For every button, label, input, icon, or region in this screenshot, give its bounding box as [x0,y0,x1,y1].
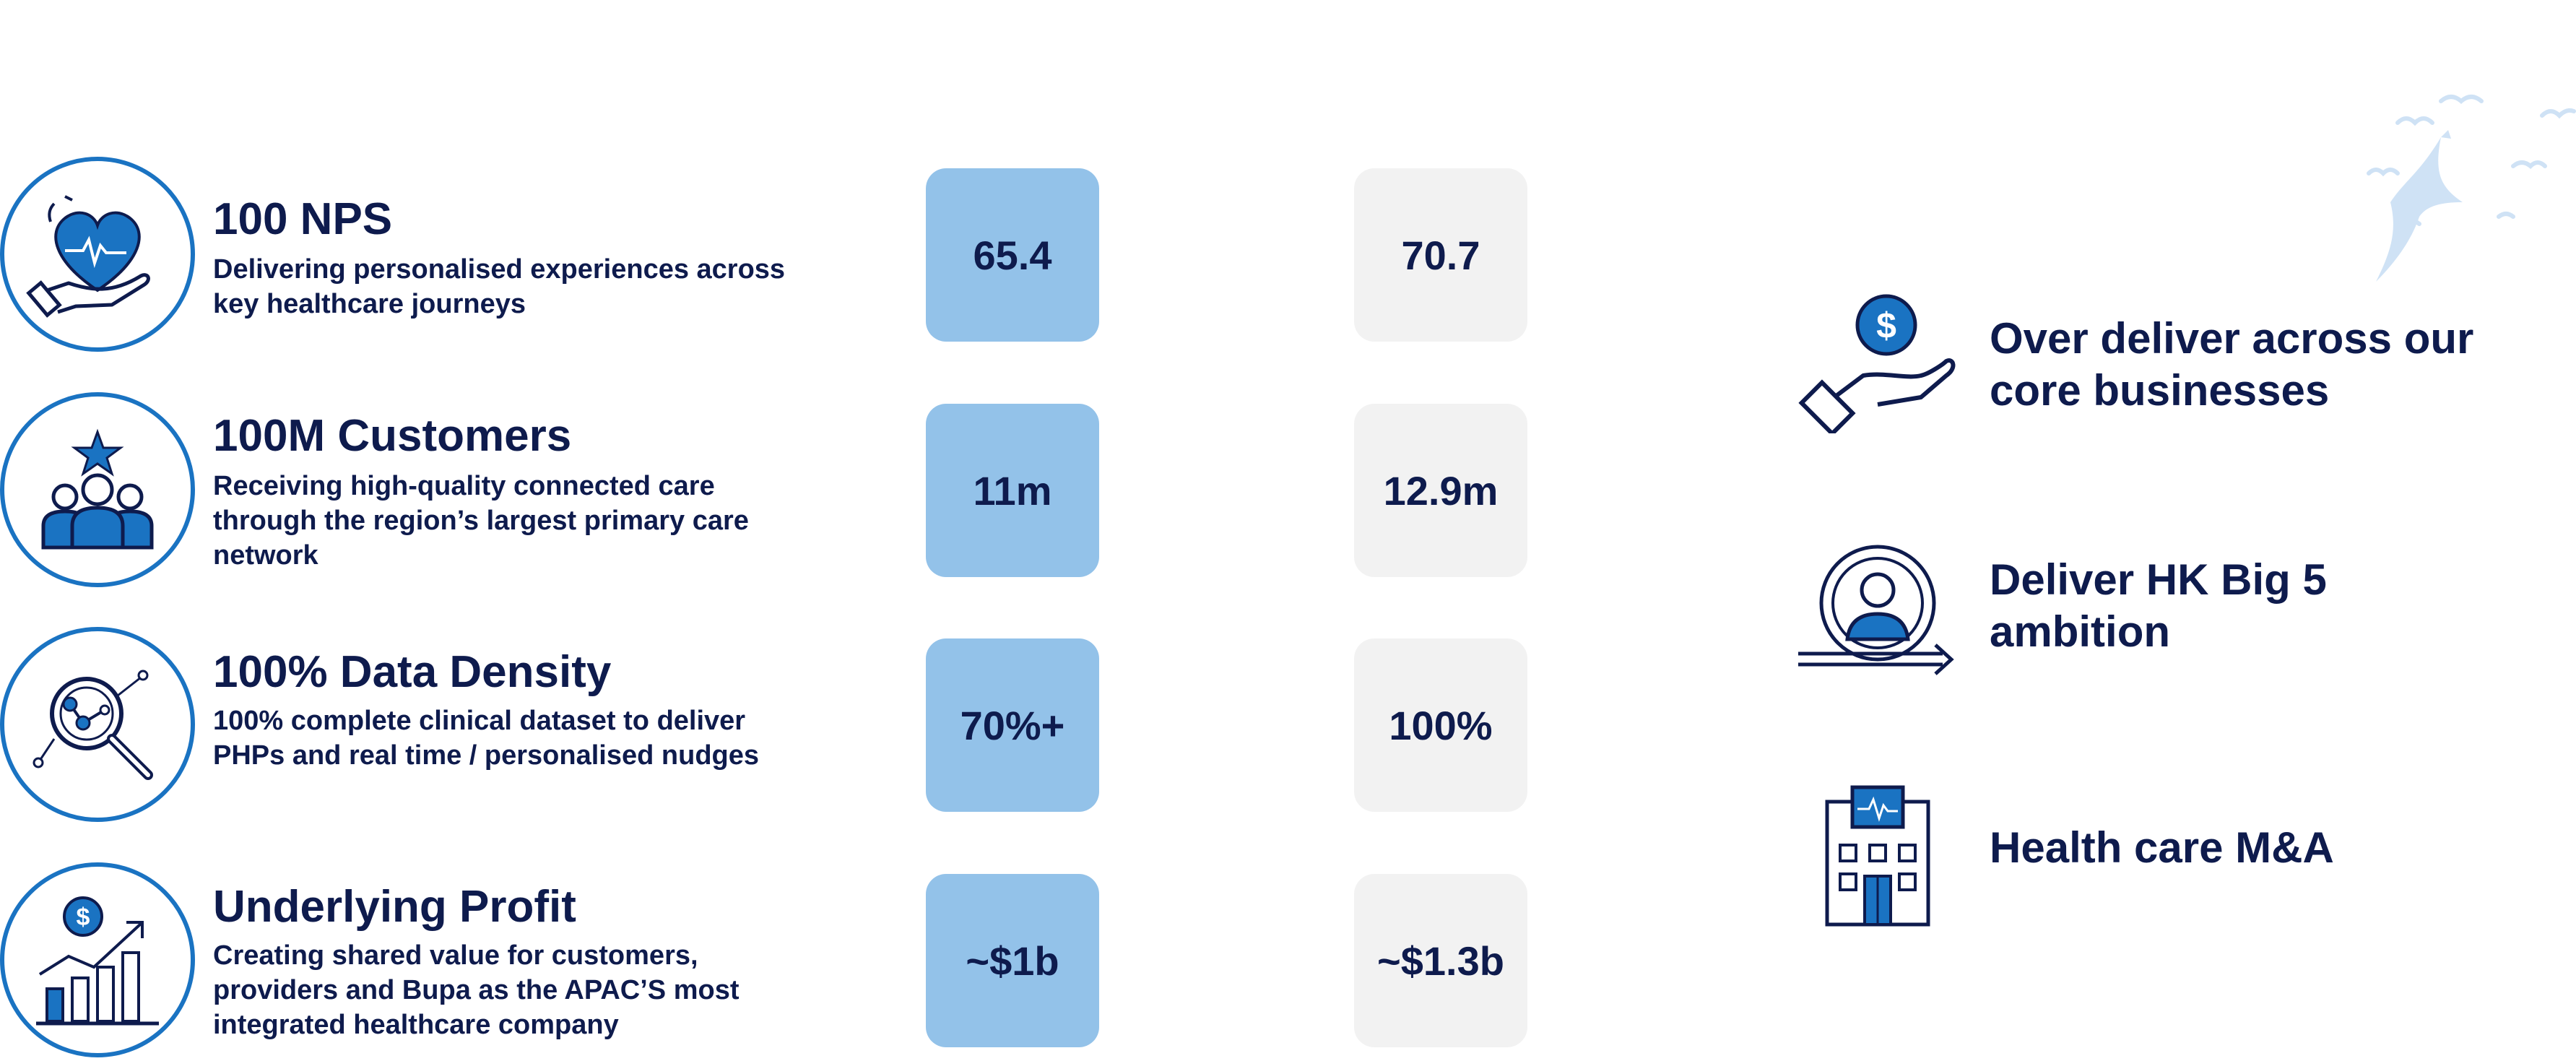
current-value-box: 70%+ [926,638,1099,812]
pillar-label: Deliver HK Big 5 ambition [1990,555,2327,656]
metric-icon-circle: $ [0,862,195,1057]
profit-growth-chart-icon: $ [36,896,159,1026]
metric-title: 100 NPS [213,194,393,244]
data-magnifier-icon [32,670,153,780]
target-value-box: ~$1.3b [1354,874,1527,1047]
current-value-box: ~$1b [926,874,1099,1047]
dollar-in-hand-icon: $ [1798,294,1956,433]
pillar-label: Over deliver across our core businesses [1990,314,2474,415]
metric-description: 100% complete clinical dataset to delive… [213,706,760,771]
metric-title: 100% Data Density [213,647,612,697]
svg-text:$: $ [1876,306,1896,346]
pillar-label: Health care M&A [1990,823,2334,872]
current-value-box: 11m [926,404,1099,577]
metric-icon-circle [0,627,195,822]
target-value-box: 12.9m [1354,404,1527,577]
metric-description: Delivering personalised experiences acro… [213,254,786,319]
customers-group-star-icon [41,428,154,550]
birds-decoration-icon [2367,95,2576,282]
person-cycle-arrow-icon [1798,545,1954,675]
metric-title: Underlying Profit [213,882,576,932]
target-value-box: 100% [1354,638,1527,812]
svg-text:$: $ [77,904,90,931]
target-value-box: 70.7 [1354,168,1527,342]
current-value-box: 65.4 [926,168,1099,342]
metric-title: 100M Customers [213,411,572,461]
metric-icon-circle [0,392,195,587]
heart-in-hand-icon [26,195,150,318]
metric-description: Creating shared value for customers, pro… [213,940,740,1040]
hospital-building-icon [1825,785,1930,927]
metric-icon-circle [0,157,195,352]
metric-description: Receiving high-quality connected care th… [213,471,749,571]
